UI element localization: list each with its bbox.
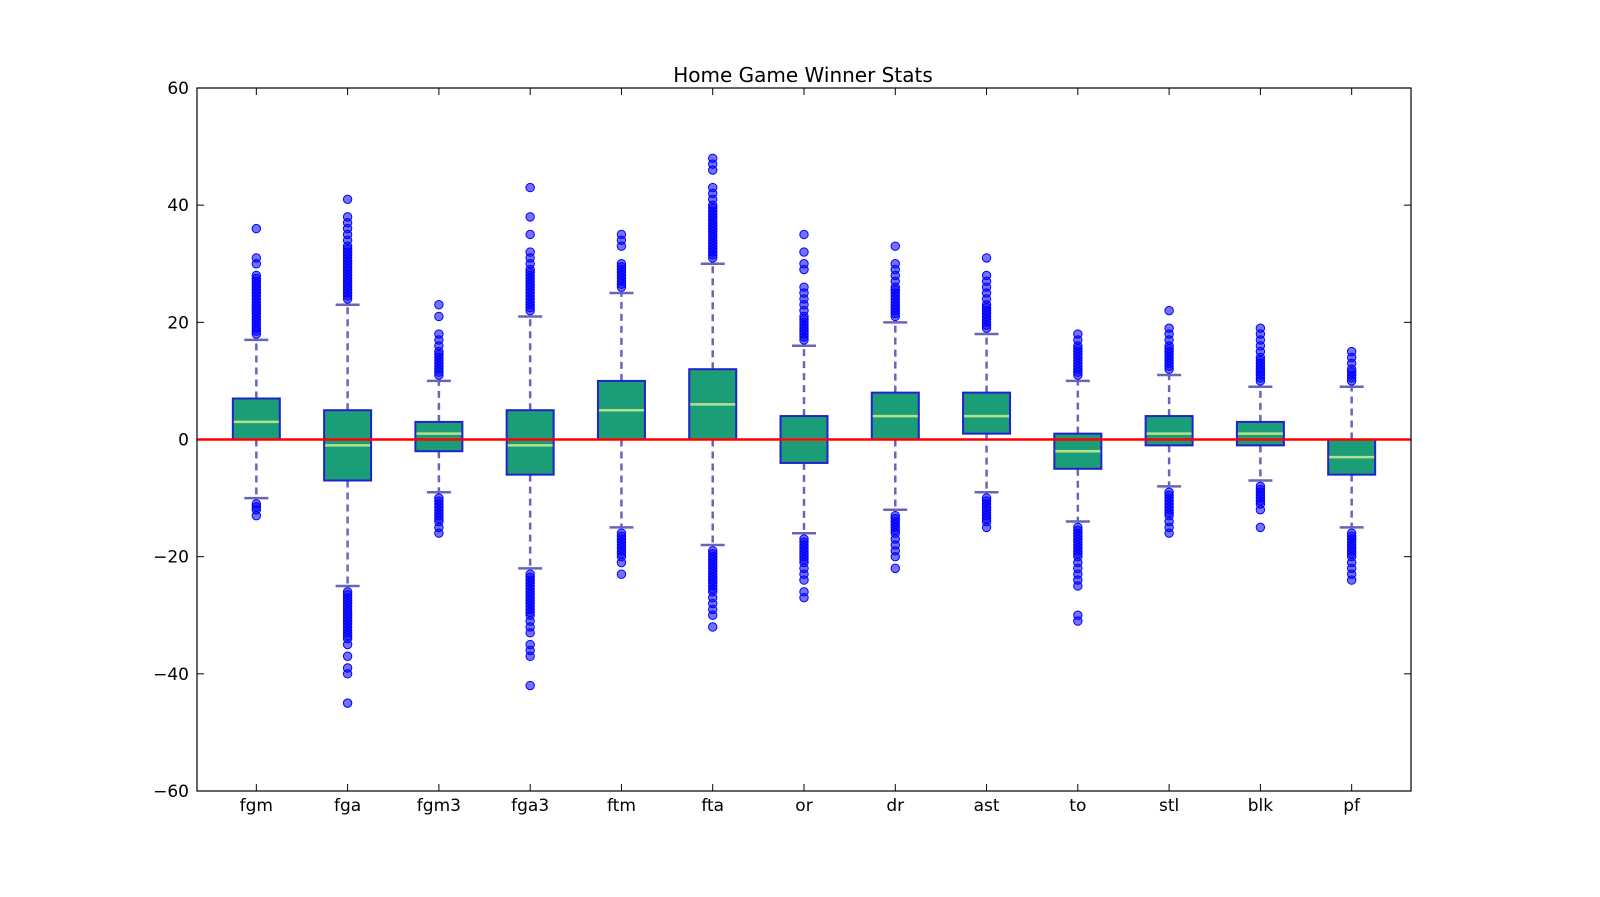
flier-point: [890, 241, 900, 251]
box-stl: [1144, 415, 1194, 447]
x-tick-label: stl: [1159, 796, 1179, 816]
flier-point: [616, 229, 627, 240]
flier-point: [799, 282, 809, 292]
flier-point: [342, 194, 353, 205]
flier-point: [799, 247, 809, 257]
x-tick-label: fta: [701, 796, 724, 816]
flier-point: [434, 528, 444, 538]
flier-point: [1073, 616, 1083, 626]
chart-title: Home Game Winner Stats: [673, 63, 933, 87]
flier-point: [1346, 575, 1357, 585]
flier-point: [525, 680, 535, 691]
flier-point: [616, 557, 627, 568]
box-fga3: [505, 409, 555, 476]
x-tick-label: ast: [974, 796, 1000, 816]
flier-point: [799, 229, 809, 240]
x-tick-label: fga3: [511, 796, 549, 816]
flier-point: [342, 669, 353, 679]
x-tick-label: or: [795, 796, 812, 816]
flier-point: [981, 253, 992, 263]
flier-point: [708, 610, 718, 620]
flier-point: [616, 569, 627, 579]
flier-point: [1255, 505, 1266, 515]
x-tick-label: to: [1069, 796, 1086, 816]
x-tick-label: ftm: [607, 796, 636, 816]
flier-point: [708, 153, 718, 164]
flier-point: [890, 563, 900, 574]
flier-point: [890, 551, 900, 562]
y-tick-label: 0: [178, 431, 189, 451]
flier-point: [525, 247, 535, 257]
flier-point: [799, 592, 809, 603]
flier-point: [1164, 323, 1174, 333]
flier-point: [525, 628, 535, 638]
box-fgm: [231, 397, 281, 441]
plot-area: −60 −40 −20 0 20 40 60 fgm fga fgm3 fga3 ftm fta or dr…: [153, 79, 1411, 816]
flier-point: [1164, 305, 1174, 316]
flier-point: [434, 300, 444, 310]
flier-point: [251, 270, 262, 281]
flier-point: [342, 698, 353, 708]
flier-point: [251, 253, 262, 263]
flier-point: [1255, 522, 1266, 533]
x-tick-label: fga: [334, 796, 361, 816]
x-tick-label: fgm: [240, 796, 273, 816]
flier-point: [890, 259, 900, 269]
flier-point: [525, 651, 535, 661]
flier-point: [708, 182, 718, 193]
x-tick-label: fgm3: [417, 796, 461, 816]
flier-point: [981, 270, 992, 281]
x-tick-label: pf: [1343, 796, 1361, 816]
y-tick-label: −40: [153, 665, 189, 685]
flier-point: [799, 259, 809, 269]
box-fgm3: [414, 420, 464, 453]
y-tick-label: −20: [153, 548, 189, 568]
flier-point: [1073, 329, 1083, 339]
flier-point: [342, 212, 353, 222]
flier-point: [434, 329, 444, 339]
flier-point: [1255, 323, 1266, 333]
flier-point: [1164, 528, 1174, 538]
flier-point: [251, 223, 262, 234]
flier-point: [251, 510, 262, 521]
y-tick-label: 20: [167, 313, 189, 333]
flier-point: [1073, 581, 1083, 591]
flier-point: [525, 212, 535, 222]
flier-point: [525, 229, 535, 240]
flier-point: [434, 311, 444, 322]
flier-point: [708, 622, 718, 632]
flier-point: [342, 639, 353, 650]
y-tick-label: −60: [153, 782, 189, 802]
flier-point: [525, 182, 535, 193]
y-tick-label: 40: [167, 196, 189, 216]
flier-point: [342, 651, 353, 661]
plot-frame: [196, 87, 1412, 792]
flier-point: [616, 259, 627, 269]
flier-point: [1346, 346, 1357, 357]
flier-point: [799, 575, 809, 585]
x-tick-label: blk: [1248, 796, 1274, 816]
y-tick-label: 60: [167, 79, 189, 99]
flier-point: [981, 522, 992, 533]
box-ast: [962, 391, 1012, 435]
x-tick-label: dr: [886, 796, 904, 816]
